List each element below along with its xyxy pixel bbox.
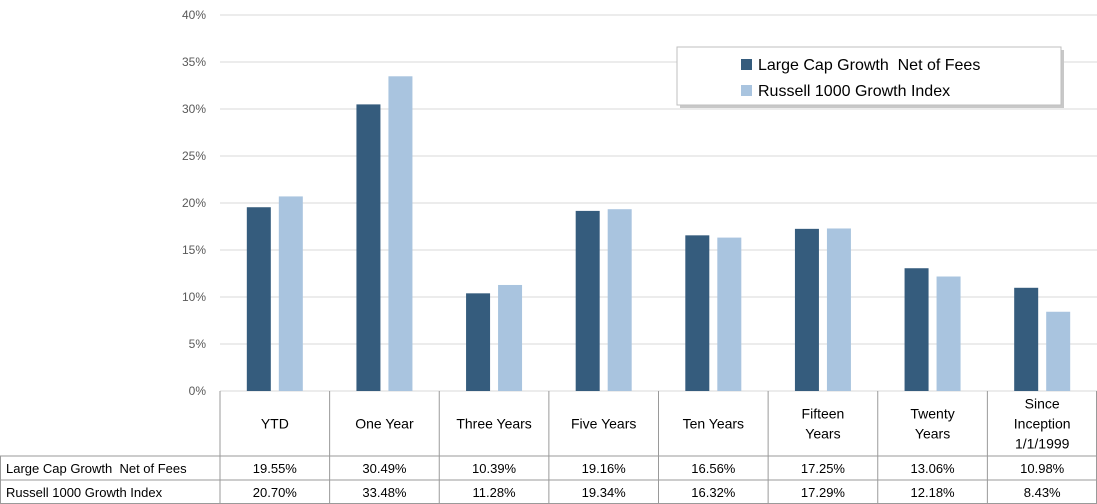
- category-label: Fifteen: [802, 406, 845, 422]
- bar-russell-1000-growth: [498, 284, 523, 391]
- y-tick-label: 20%: [182, 196, 206, 210]
- table-cell-value: 17.29%: [801, 485, 846, 500]
- legend-swatch: [741, 59, 752, 70]
- bar-large-cap-growth: [466, 293, 491, 391]
- category-label: One Year: [355, 416, 414, 432]
- bar-large-cap-growth: [1014, 287, 1039, 391]
- category-label: Five Years: [571, 416, 636, 432]
- category-label: Three Years: [456, 416, 532, 432]
- bar-large-cap-growth: [904, 268, 929, 391]
- table-cell-value: 16.56%: [691, 461, 736, 476]
- bar-russell-1000-growth: [936, 276, 961, 391]
- table-cell-value: 19.55%: [253, 461, 298, 476]
- bar-russell-1000-growth: [388, 76, 413, 392]
- category-label: Since: [1025, 396, 1060, 412]
- bar-russell-1000-growth: [826, 228, 851, 391]
- y-tick-label: 0%: [189, 384, 207, 398]
- table-row-label: Large Cap Growth Net of Fees: [6, 461, 187, 476]
- table-cell-value: 19.16%: [582, 461, 627, 476]
- table-cell-value: 13.06%: [911, 461, 956, 476]
- table-cell-value: 11.28%: [472, 485, 516, 500]
- bars: [246, 76, 1071, 392]
- table-cell-value: 33.48%: [362, 485, 407, 500]
- category-label: Inception: [1014, 416, 1071, 432]
- category-label: Years: [805, 426, 840, 442]
- category-label: Ten Years: [683, 416, 745, 432]
- bar-russell-1000-growth: [1046, 311, 1071, 391]
- y-tick-label: 35%: [182, 55, 206, 69]
- bar-large-cap-growth: [685, 235, 710, 391]
- table-cell-value: 19.34%: [582, 485, 627, 500]
- table-cell-value: 8.43%: [1024, 485, 1061, 500]
- category-label: Years: [915, 426, 950, 442]
- bar-large-cap-growth: [356, 104, 381, 392]
- legend-swatch: [741, 85, 752, 96]
- category-label: YTD: [261, 416, 289, 432]
- bar-large-cap-growth: [246, 207, 271, 391]
- bar-large-cap-growth: [575, 210, 600, 391]
- bar-large-cap-growth: [794, 228, 819, 391]
- y-tick-label: 25%: [182, 149, 206, 163]
- category-label: Twenty: [910, 406, 954, 422]
- y-tick-label: 30%: [182, 102, 206, 116]
- y-tick-label: 40%: [182, 8, 206, 22]
- y-tick-label: 5%: [189, 337, 207, 351]
- category-label: 1/1/1999: [1015, 436, 1070, 452]
- table-cell-value: 10.39%: [472, 461, 517, 476]
- table-cell-value: 10.98%: [1020, 461, 1065, 476]
- bar-russell-1000-growth: [717, 237, 742, 391]
- table-cell-value: 30.49%: [362, 461, 407, 476]
- legend-entry-label: Russell 1000 Growth Index: [758, 83, 950, 100]
- table-cell-value: 12.18%: [911, 485, 956, 500]
- legend: Large Cap Growth Net of Fees Russell 1000…: [676, 46, 1064, 108]
- legend-entry-label: Large Cap Growth Net of Fees: [758, 57, 980, 74]
- table-cell-value: 17.25%: [801, 461, 846, 476]
- y-axis-ticks: 0% 5% 10% 15% 20% 25% 30% 35% 40%: [182, 8, 206, 398]
- table-cell-value: 20.70%: [253, 485, 298, 500]
- table-row-label: Russell 1000 Growth Index: [6, 485, 163, 500]
- table-cell-value: 16.32%: [691, 485, 736, 500]
- bar-russell-1000-growth: [278, 196, 303, 391]
- bar-russell-1000-growth: [607, 209, 632, 391]
- data-table: YTD One Year Three Years Five Years Ten Year…: [0, 391, 1097, 504]
- y-tick-label: 15%: [182, 243, 206, 257]
- y-tick-label: 10%: [182, 290, 206, 304]
